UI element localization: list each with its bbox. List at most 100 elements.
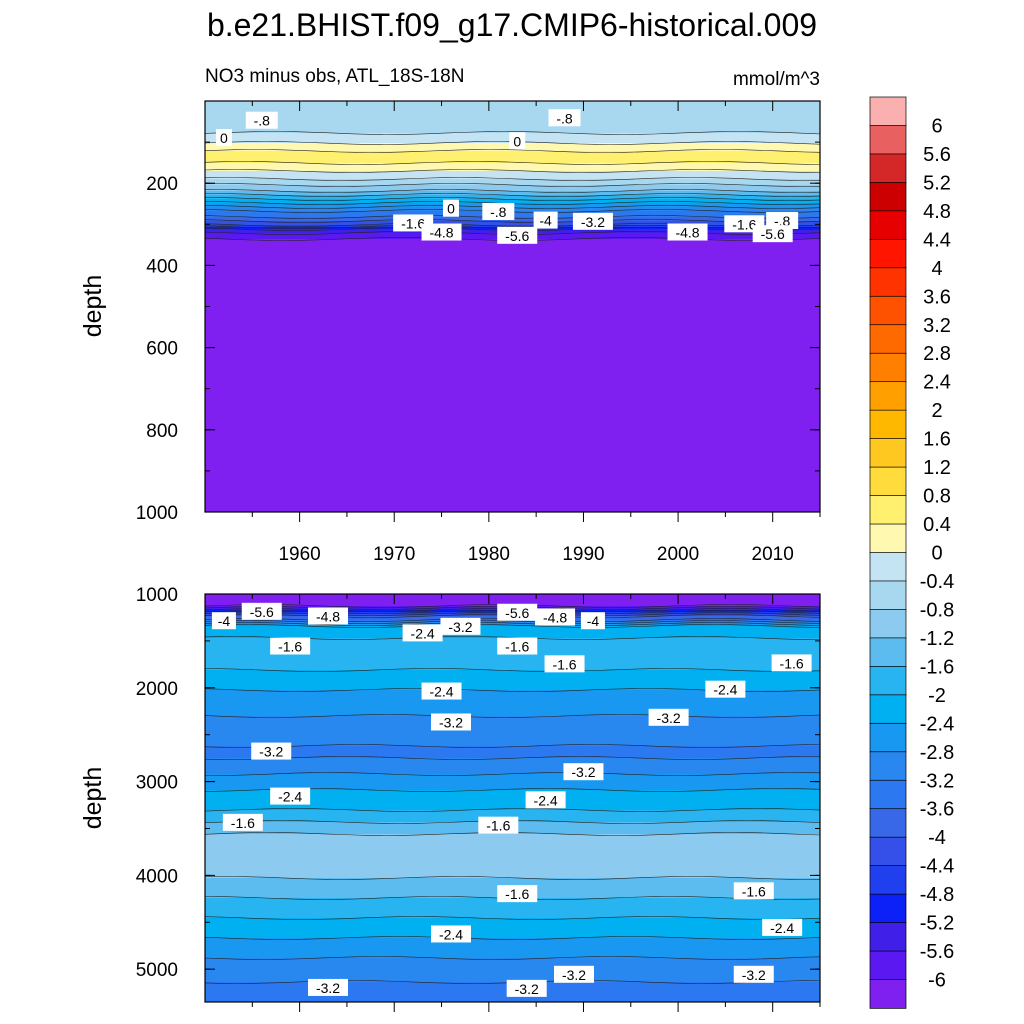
lower-fill-band <box>205 954 820 957</box>
lower-contour-label-bg <box>771 654 812 672</box>
lower-fill-band <box>205 658 820 661</box>
lower-contour-label-bg <box>762 918 803 936</box>
upper-fill-band <box>205 259 820 262</box>
upper-fill-band <box>205 333 820 336</box>
upper-fill-band <box>205 129 820 132</box>
lower-fill-band <box>205 660 820 663</box>
lower-fill-band <box>205 934 820 937</box>
lower-fill-band <box>205 684 820 687</box>
lower-fill-band <box>205 798 820 801</box>
lower-contour-label-bg <box>431 925 471 943</box>
colorbar-label: 5.6 <box>923 144 951 166</box>
upper-fill-band <box>205 469 820 472</box>
upper-fill-band <box>205 195 820 198</box>
lower-fill-band <box>205 882 820 885</box>
colorbar-swatch <box>869 267 907 298</box>
upper-fill-band <box>205 381 820 384</box>
lower-fill-band <box>205 976 820 979</box>
upper-fill-band <box>205 263 820 266</box>
colorbar-swatch <box>869 324 907 354</box>
upper-contour-label: 0 <box>220 130 228 146</box>
upper-contour-line <box>205 197 820 201</box>
lower-fill-band <box>205 914 820 917</box>
chart-subtitle: NO3 minus obs, ATL_18S-18N <box>205 66 464 87</box>
lower-fill-band <box>205 904 820 907</box>
lower-fill-band <box>205 706 820 709</box>
colorbar-label: 4.8 <box>923 201 951 223</box>
lower-contour-label: -3.2 <box>742 967 766 983</box>
colorbar-swatch <box>869 96 907 127</box>
upper-fill-band <box>205 499 820 502</box>
upper-fill-band <box>205 491 820 494</box>
lower-fill-band <box>205 866 820 869</box>
lower-contour-label: -4 <box>218 613 231 629</box>
upper-contour-label: -1.6 <box>401 215 425 231</box>
lower-contour-label-bg <box>431 713 471 731</box>
lower-fill-band <box>205 844 820 847</box>
upper-contour-line <box>205 161 820 165</box>
lower-fill-band <box>205 940 820 943</box>
upper-contour-label: -5.6 <box>761 226 785 242</box>
upper-fill-band <box>205 377 820 380</box>
upper-fill-band <box>205 357 820 360</box>
upper-fill-band <box>205 183 820 186</box>
upper-fill-band <box>205 335 820 338</box>
lower-fill-band <box>205 962 820 965</box>
x-tick-label: 1960 <box>278 544 320 565</box>
upper-contour-label: -4.8 <box>429 225 453 241</box>
upper-fill-band <box>205 339 820 342</box>
upper-fill-band <box>205 289 820 292</box>
upper-fill-band <box>205 101 820 104</box>
lower-y-tick-label: 2000 <box>136 679 178 700</box>
upper-fill-band <box>205 353 820 356</box>
lower-contour-label-bg <box>308 978 348 996</box>
upper-fill-band <box>205 505 820 508</box>
upper-fill-band <box>205 447 820 450</box>
lower-fill-band <box>205 902 820 905</box>
colorbar-swatch <box>869 779 907 810</box>
colorbar-label: -2.8 <box>920 742 954 764</box>
upper-contour-line <box>205 177 820 181</box>
lower-contour-label-bg <box>251 742 292 760</box>
colorbar-label: 3.6 <box>923 286 951 308</box>
upper-fill-band <box>205 497 820 500</box>
lower-fill-band <box>205 796 820 799</box>
lower-fill-band <box>205 740 820 743</box>
lower-fill-band <box>205 720 820 723</box>
upper-fill-band <box>205 301 820 304</box>
upper-fill-band <box>205 375 820 378</box>
upper-fill-band <box>205 361 820 364</box>
lower-fill-band <box>205 804 820 807</box>
upper-contour-label: -.8 <box>556 110 573 126</box>
upper-fill-band <box>205 393 820 396</box>
lower-fill-band <box>205 654 820 657</box>
upper-fill-band <box>205 391 820 394</box>
colorbar-label: -4 <box>928 827 946 849</box>
upper-fill-band <box>205 309 820 312</box>
upper-fill-band <box>205 507 820 510</box>
upper-fill-band <box>205 483 820 486</box>
colorbar-swatch <box>869 751 907 781</box>
lower-contour-label: -4.8 <box>316 609 340 625</box>
upper-contour-label-bg <box>548 109 581 127</box>
upper-fill-band <box>205 321 820 324</box>
upper-panel: 0 -.8 0 -.8 0 -1.6 -.8 -1.6 -.8 -3.2 -4 -4.8 -5.6 -4.… <box>79 100 821 565</box>
lower-fill-band <box>205 996 820 999</box>
upper-fill-band <box>205 367 820 370</box>
upper-fill-band <box>205 341 820 344</box>
lower-contour-label-bg <box>733 965 774 983</box>
upper-fill-band <box>205 305 820 308</box>
upper-fill-band <box>205 349 820 352</box>
x-tick-label: 1990 <box>562 544 604 565</box>
colorbar-swatch <box>869 295 907 326</box>
upper-fill-band <box>205 445 820 448</box>
lower-contour-label: -2.4 <box>411 625 435 641</box>
upper-fill-band <box>205 243 820 246</box>
upper-fill-band <box>205 249 820 252</box>
colorbar-swatch <box>869 182 907 212</box>
lower-contour-line <box>205 936 820 940</box>
lower-contour-line <box>205 620 820 624</box>
upper-fill-band <box>205 495 820 498</box>
lower-contour-label: -3.2 <box>259 744 283 760</box>
